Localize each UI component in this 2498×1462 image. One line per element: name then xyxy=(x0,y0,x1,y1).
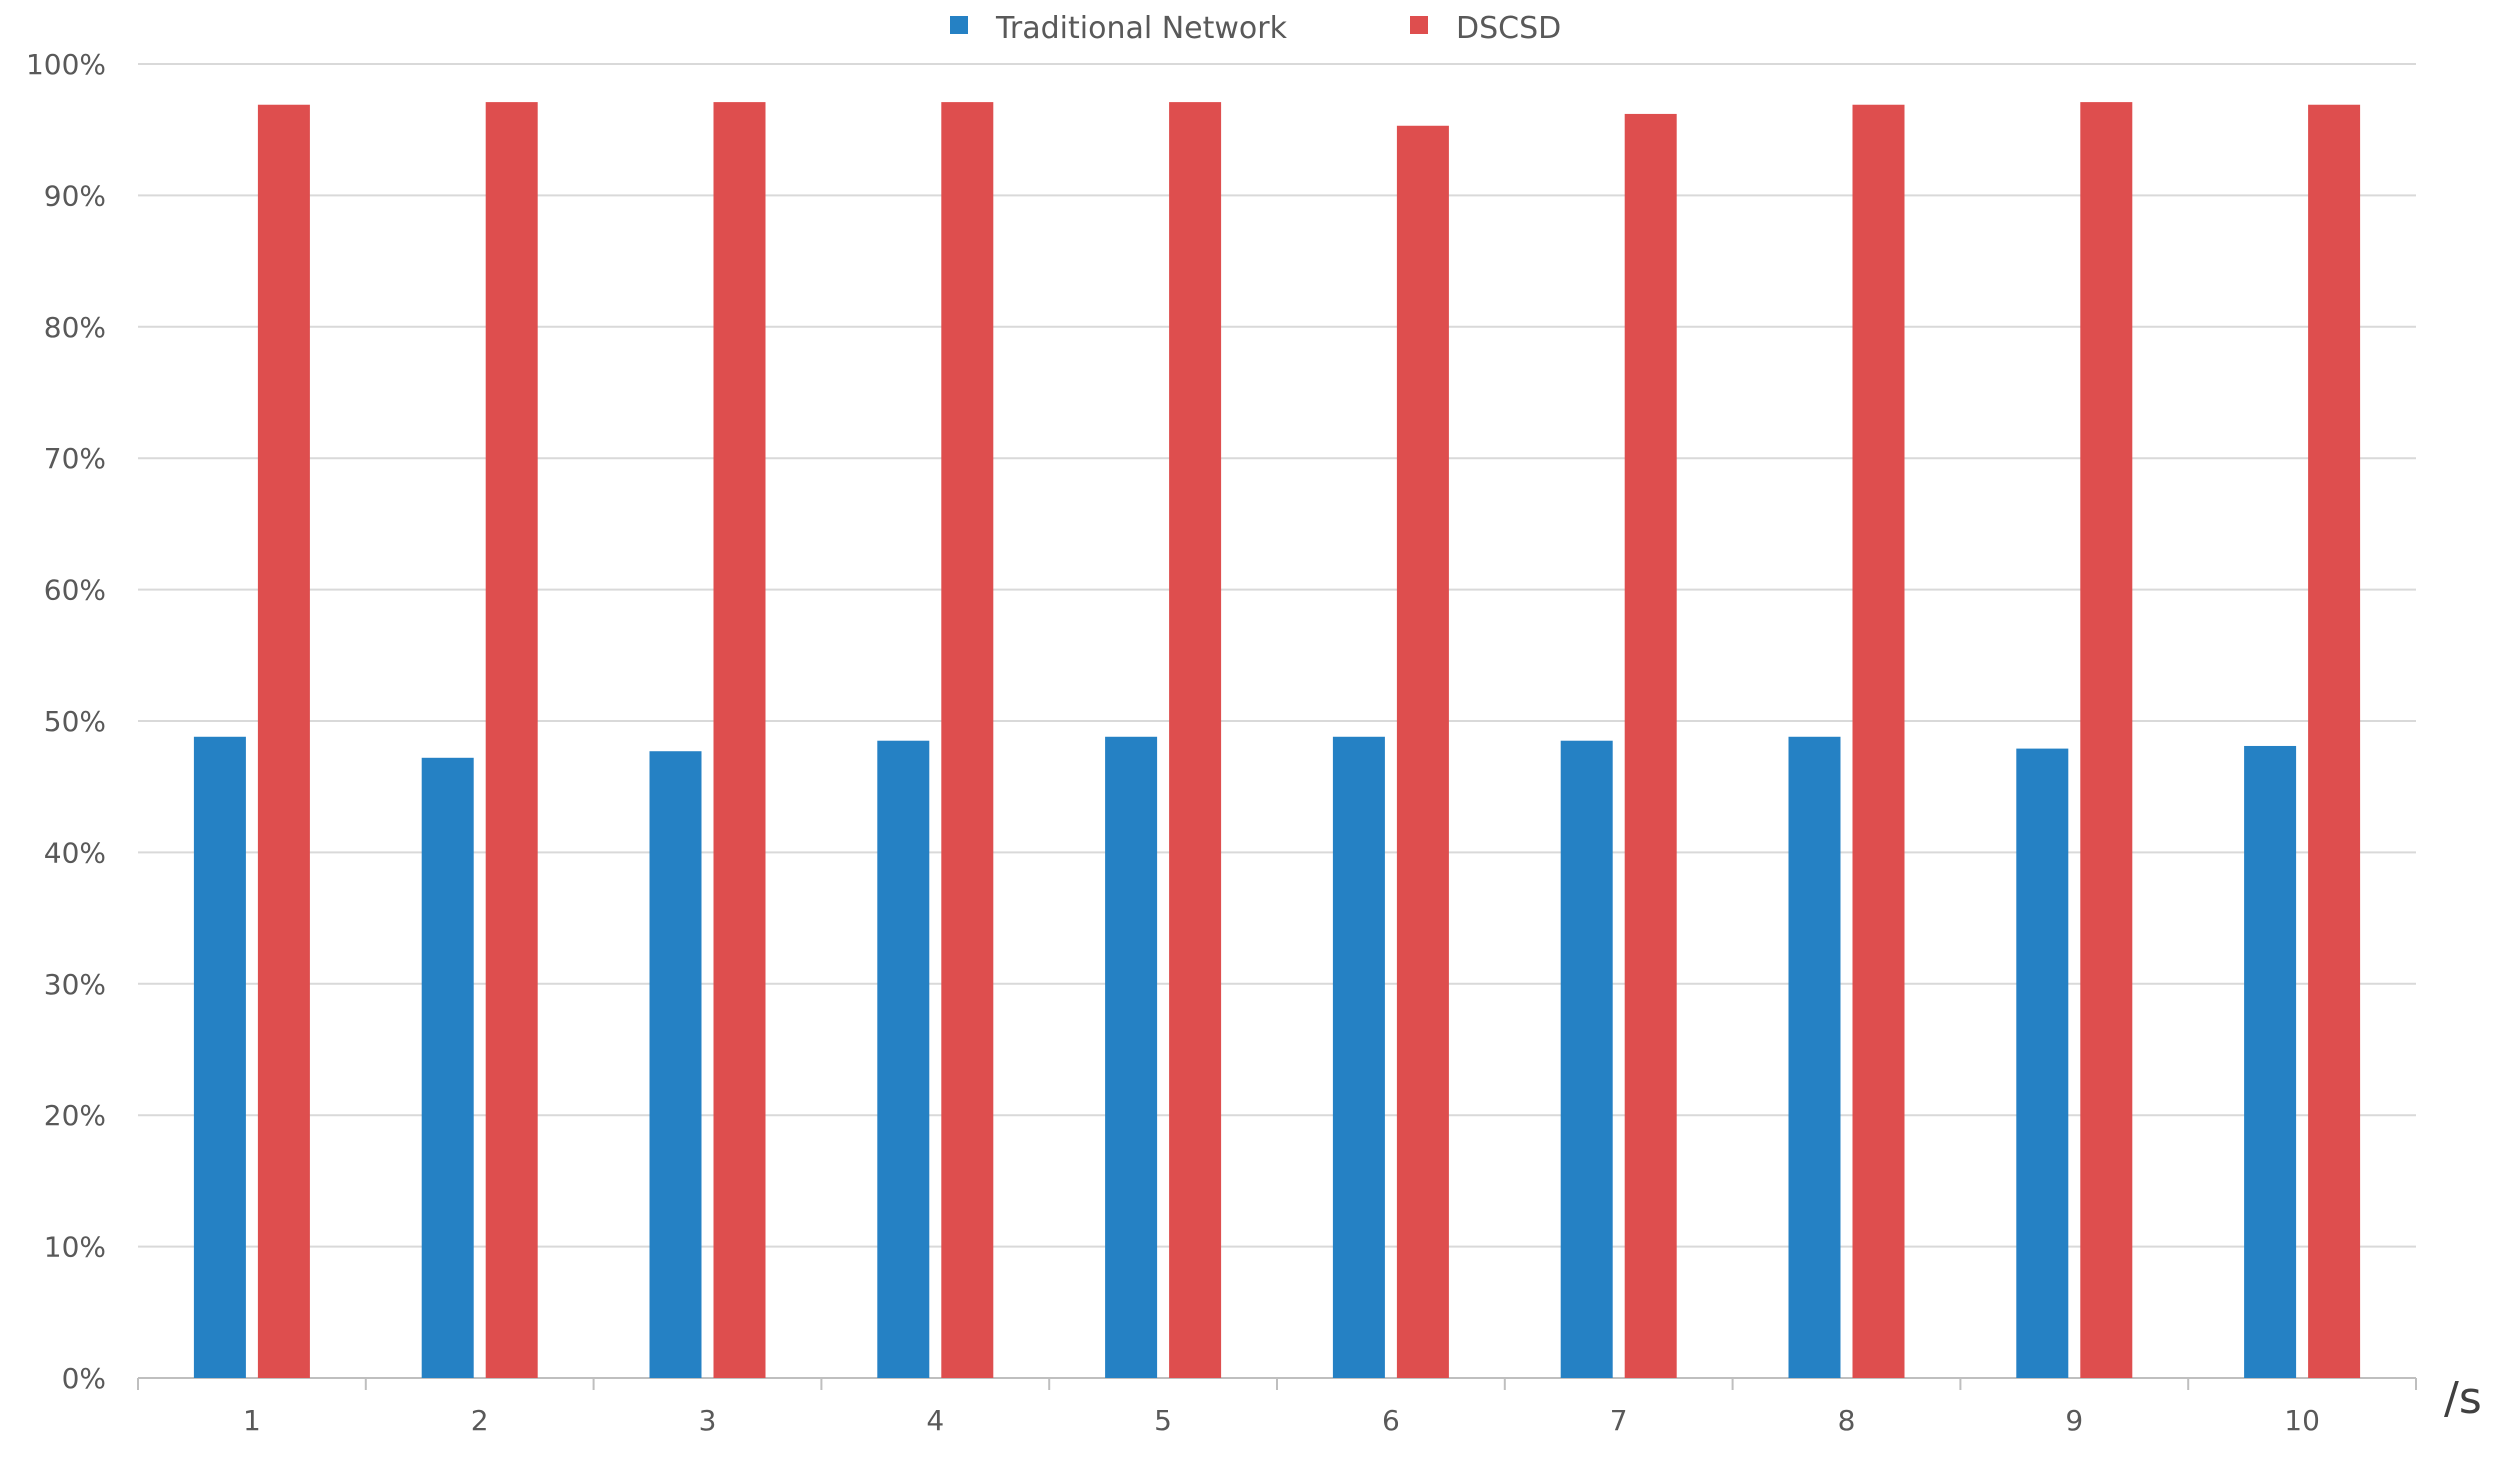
x-tick-label: 7 xyxy=(1610,1404,1628,1437)
bar-traditional-network xyxy=(1332,736,1385,1378)
legend: Traditional Network DSCSD xyxy=(950,11,1561,46)
bar-dscsd xyxy=(713,102,766,1379)
legend-item: Traditional Network xyxy=(950,11,1288,46)
bar-dscsd xyxy=(1624,113,1677,1378)
bar-dscsd xyxy=(2080,102,2133,1379)
y-tick-label: 70% xyxy=(44,442,106,475)
x-tick-label: 2 xyxy=(471,1404,489,1437)
y-tick-labels: 0% 10% 20% 30% 40% 50% 60% 70% 80% 90% 100% xyxy=(26,48,106,1395)
x-tick-labels: 1 2 3 4 5 6 7 8 9 10 xyxy=(243,1404,2320,1437)
bar-dscsd xyxy=(2308,104,2361,1378)
x-tick-label: 4 xyxy=(926,1404,944,1437)
bar-traditional-network xyxy=(421,757,474,1378)
bar-dscsd xyxy=(1169,102,1222,1379)
bar-traditional-network xyxy=(1788,736,1841,1378)
y-tick-label: 50% xyxy=(44,705,106,738)
y-tick-label: 0% xyxy=(62,1362,106,1395)
y-tick-label: 80% xyxy=(44,311,106,344)
bar-traditional-network xyxy=(1105,736,1158,1378)
x-axis-unit-label: /s xyxy=(2444,1373,2482,1424)
bar-traditional-network xyxy=(2016,748,2069,1378)
legend-label: Traditional Network xyxy=(995,11,1288,46)
y-tick-label: 10% xyxy=(44,1231,106,1264)
y-tick-label: 90% xyxy=(44,179,106,212)
x-tick-label: 9 xyxy=(2065,1404,2083,1437)
bar-dscsd xyxy=(941,102,994,1379)
bar-traditional-network xyxy=(877,740,930,1378)
bar-dscsd xyxy=(1852,104,1905,1378)
bar-dscsd xyxy=(257,104,310,1378)
y-tick-label: 60% xyxy=(44,574,106,607)
x-tick-label: 10 xyxy=(2284,1404,2320,1437)
legend-item: DSCSD xyxy=(1410,11,1561,46)
bars xyxy=(193,102,2361,1379)
bar-traditional-network xyxy=(1560,740,1613,1378)
bar-traditional-network xyxy=(2244,745,2297,1378)
y-tick-label: 20% xyxy=(44,1099,106,1132)
bar-traditional-network xyxy=(193,736,246,1378)
x-tick-label: 6 xyxy=(1382,1404,1400,1437)
x-tick-label: 8 xyxy=(1838,1404,1856,1437)
legend-swatch xyxy=(1410,16,1428,34)
y-tick-label: 100% xyxy=(26,48,106,81)
bar-traditional-network xyxy=(649,751,702,1378)
x-tick-label: 1 xyxy=(243,1404,261,1437)
gridlines xyxy=(138,63,2416,1248)
y-tick-label: 40% xyxy=(44,836,106,869)
bar-dscsd xyxy=(1396,125,1449,1378)
x-tick-label: 3 xyxy=(699,1404,717,1437)
x-tick-label: 5 xyxy=(1154,1404,1172,1437)
legend-label: DSCSD xyxy=(1456,11,1561,46)
axes xyxy=(137,1377,2417,1390)
legend-swatch xyxy=(950,16,968,34)
bar-dscsd xyxy=(485,102,538,1379)
y-tick-label: 30% xyxy=(44,968,106,1001)
